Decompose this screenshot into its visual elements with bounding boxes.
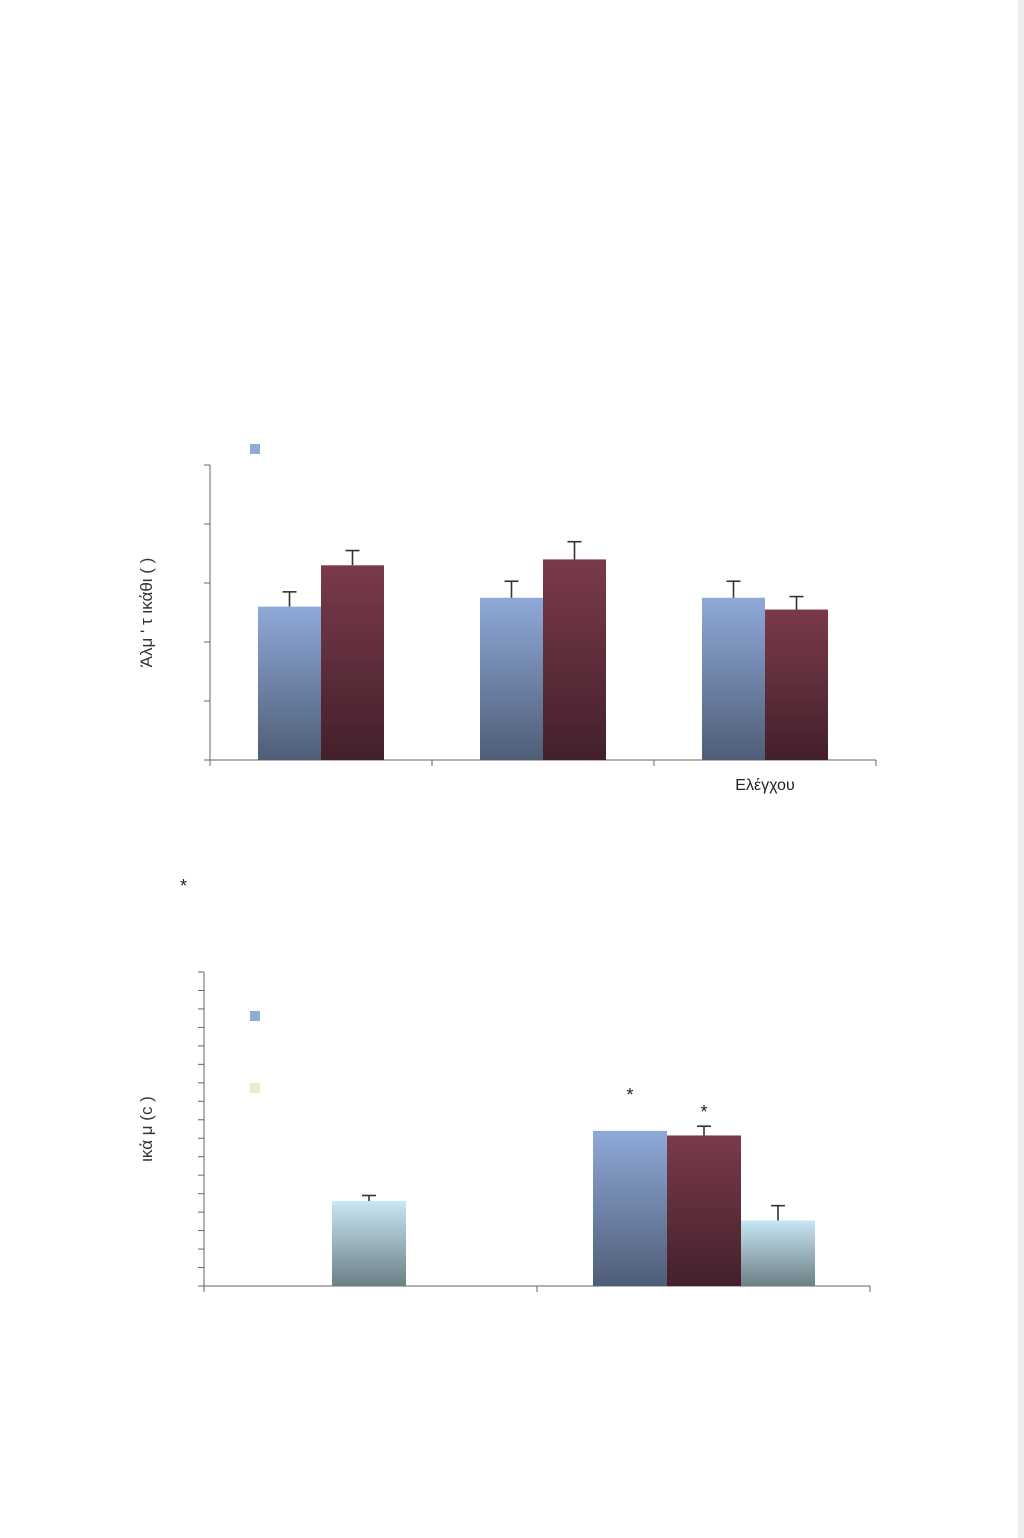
- significance-mark: *: [700, 1102, 707, 1122]
- bar: [765, 609, 828, 760]
- bar: [702, 597, 765, 760]
- bar: [543, 559, 606, 760]
- bar: [321, 565, 384, 760]
- legend-swatch: [250, 1083, 260, 1093]
- bar: [593, 1130, 667, 1286]
- stray-mark: *: [180, 876, 187, 896]
- page-edge-shadow: [1018, 0, 1024, 1538]
- legend-swatch: [250, 444, 260, 454]
- legend-swatch: [250, 1011, 260, 1021]
- bar: [332, 1201, 406, 1286]
- y-axis-label: ικά μ (c ): [137, 1096, 156, 1162]
- bar: [741, 1220, 815, 1286]
- significance-mark: *: [626, 1085, 633, 1105]
- chart-1: Άλμ ' τ ικάθι ( ) Ελέγχου: [137, 444, 877, 794]
- y-axis-label: Άλμ ' τ ικάθι ( ): [137, 558, 156, 668]
- bar: [258, 606, 321, 760]
- bar: [667, 1135, 741, 1286]
- chart-2: ικά μ (c ) * *: [137, 971, 871, 1292]
- bar: [480, 597, 543, 760]
- x-category-label: Ελέγχου: [735, 777, 794, 794]
